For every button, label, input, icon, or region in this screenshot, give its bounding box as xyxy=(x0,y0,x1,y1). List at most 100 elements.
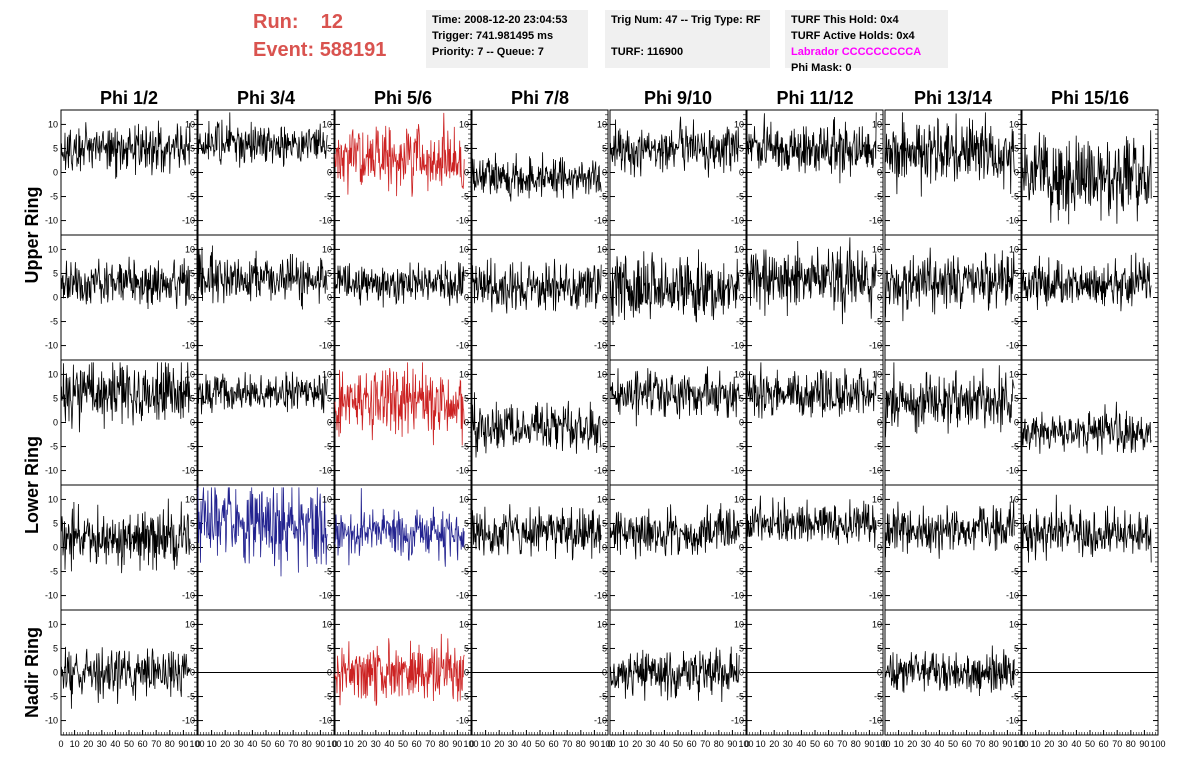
waveform-trace xyxy=(609,366,740,427)
y-tick-label: 0 xyxy=(464,293,469,303)
y-tick-label: -5 xyxy=(1011,442,1019,452)
y-tick-label: 5 xyxy=(739,393,744,403)
y-tick-label: -10 xyxy=(869,216,882,226)
panel-frame xyxy=(60,109,198,236)
y-tick-label: 5 xyxy=(1014,643,1019,653)
y-tick-label: 0 xyxy=(190,668,195,678)
waveform-trace xyxy=(884,247,1015,322)
waveform-trace xyxy=(1021,494,1152,563)
y-tick-label: -5 xyxy=(599,567,607,577)
y-tick-label: 5 xyxy=(602,393,607,403)
y-tick-label: 5 xyxy=(327,143,332,153)
y-tick-label: 5 xyxy=(190,393,195,403)
waveform-trace xyxy=(471,504,602,561)
y-tick-label: 0 xyxy=(739,418,744,428)
y-tick-label: -5 xyxy=(736,567,744,577)
y-tick-label: -10 xyxy=(731,466,744,476)
y-tick-label: -10 xyxy=(594,466,607,476)
y-tick-label: 5 xyxy=(877,393,882,403)
y-tick-label: 10 xyxy=(322,369,332,379)
x-tick-label: 100 xyxy=(600,739,615,749)
y-tick-label: 5 xyxy=(739,518,744,528)
x-tick-label: 40 xyxy=(247,739,257,749)
y-tick-label: 0 xyxy=(602,543,607,553)
y-tick-label: 5 xyxy=(464,643,469,653)
panel-frame xyxy=(1021,484,1159,611)
y-tick-label: 5 xyxy=(602,143,607,153)
run-event-header: Run: 12 Event: 588191 xyxy=(253,8,386,64)
y-tick-label: 10 xyxy=(872,119,882,129)
y-tick-label: 10 xyxy=(734,619,744,629)
x-tick-label: 10 xyxy=(481,739,491,749)
waveform-trace xyxy=(746,362,877,419)
y-tick-label: 0 xyxy=(53,293,58,303)
waveform-trace xyxy=(334,633,465,706)
waveform-trace xyxy=(471,392,602,458)
y-tick-label: -10 xyxy=(594,216,607,226)
x-tick-label: 0 xyxy=(332,739,337,749)
y-tick-label: -10 xyxy=(456,216,469,226)
x-tick-label: 20 xyxy=(83,739,93,749)
waveform-trace xyxy=(60,120,191,179)
y-tick-label: 5 xyxy=(327,643,332,653)
waveform-trace xyxy=(60,646,191,709)
run-value: 12 xyxy=(320,11,344,33)
y-tick-label: -10 xyxy=(45,591,58,601)
y-tick-label: 10 xyxy=(1009,369,1019,379)
x-tick-label: 90 xyxy=(1002,739,1012,749)
x-tick-label: 10 xyxy=(207,739,217,749)
y-tick-label: 0 xyxy=(1014,168,1019,178)
waveform-trace xyxy=(884,112,1015,197)
y-tick-label: 0 xyxy=(464,668,469,678)
y-tick-label: -5 xyxy=(187,317,195,327)
run-label: Run: xyxy=(253,11,299,33)
x-tick-label: 80 xyxy=(302,739,312,749)
x-tick-label: 80 xyxy=(439,739,449,749)
y-tick-label: -10 xyxy=(594,716,607,726)
y-tick-label: -5 xyxy=(50,692,58,702)
panel-frame xyxy=(60,234,198,361)
turf-active-holds-text: TURF Active Holds: 0x4 xyxy=(791,30,915,42)
y-tick-label: -10 xyxy=(869,716,882,726)
x-tick-label: 60 xyxy=(687,739,697,749)
x-tick-label: 60 xyxy=(275,739,285,749)
y-tick-label: 5 xyxy=(739,143,744,153)
x-tick-label: 40 xyxy=(110,739,120,749)
y-tick-label: -10 xyxy=(1006,466,1019,476)
waveform-trace xyxy=(746,112,877,184)
y-tick-label: -10 xyxy=(456,716,469,726)
turf-text: TURF: 116900 xyxy=(611,46,684,58)
x-tick-label: 90 xyxy=(589,739,599,749)
y-tick-label: 5 xyxy=(602,518,607,528)
waveform-trace xyxy=(609,503,740,560)
y-tick-label: 0 xyxy=(877,168,882,178)
y-tick-label: 10 xyxy=(872,619,882,629)
y-tick-label: -5 xyxy=(187,442,195,452)
waveform-trace xyxy=(60,362,191,433)
y-tick-label: -5 xyxy=(461,567,469,577)
waveform-trace xyxy=(471,257,602,314)
x-tick-label: 100 xyxy=(738,739,753,749)
y-tick-label: -10 xyxy=(45,716,58,726)
y-tick-label: -10 xyxy=(1006,716,1019,726)
x-tick-label: 80 xyxy=(576,739,586,749)
y-tick-label: 5 xyxy=(877,143,882,153)
x-tick-label: 40 xyxy=(521,739,531,749)
y-tick-label: 0 xyxy=(877,668,882,678)
x-tick-label: 30 xyxy=(921,739,931,749)
y-tick-label: 0 xyxy=(327,293,332,303)
x-tick-label: 40 xyxy=(384,739,394,749)
waveform-trace xyxy=(746,237,877,325)
waveform-trace xyxy=(1021,252,1152,312)
time-text: Time: 2008-12-20 23:04:53 xyxy=(432,14,568,26)
y-tick-label: 5 xyxy=(877,268,882,278)
x-tick-label: 20 xyxy=(494,739,504,749)
y-tick-label: 0 xyxy=(327,668,332,678)
x-tick-label: 90 xyxy=(727,739,737,749)
y-tick-label: -10 xyxy=(319,466,332,476)
y-tick-label: 10 xyxy=(872,369,882,379)
y-tick-label: 5 xyxy=(739,268,744,278)
y-tick-label: 5 xyxy=(53,643,58,653)
x-tick-label: 100 xyxy=(463,739,478,749)
x-tick-label: 20 xyxy=(1044,739,1054,749)
